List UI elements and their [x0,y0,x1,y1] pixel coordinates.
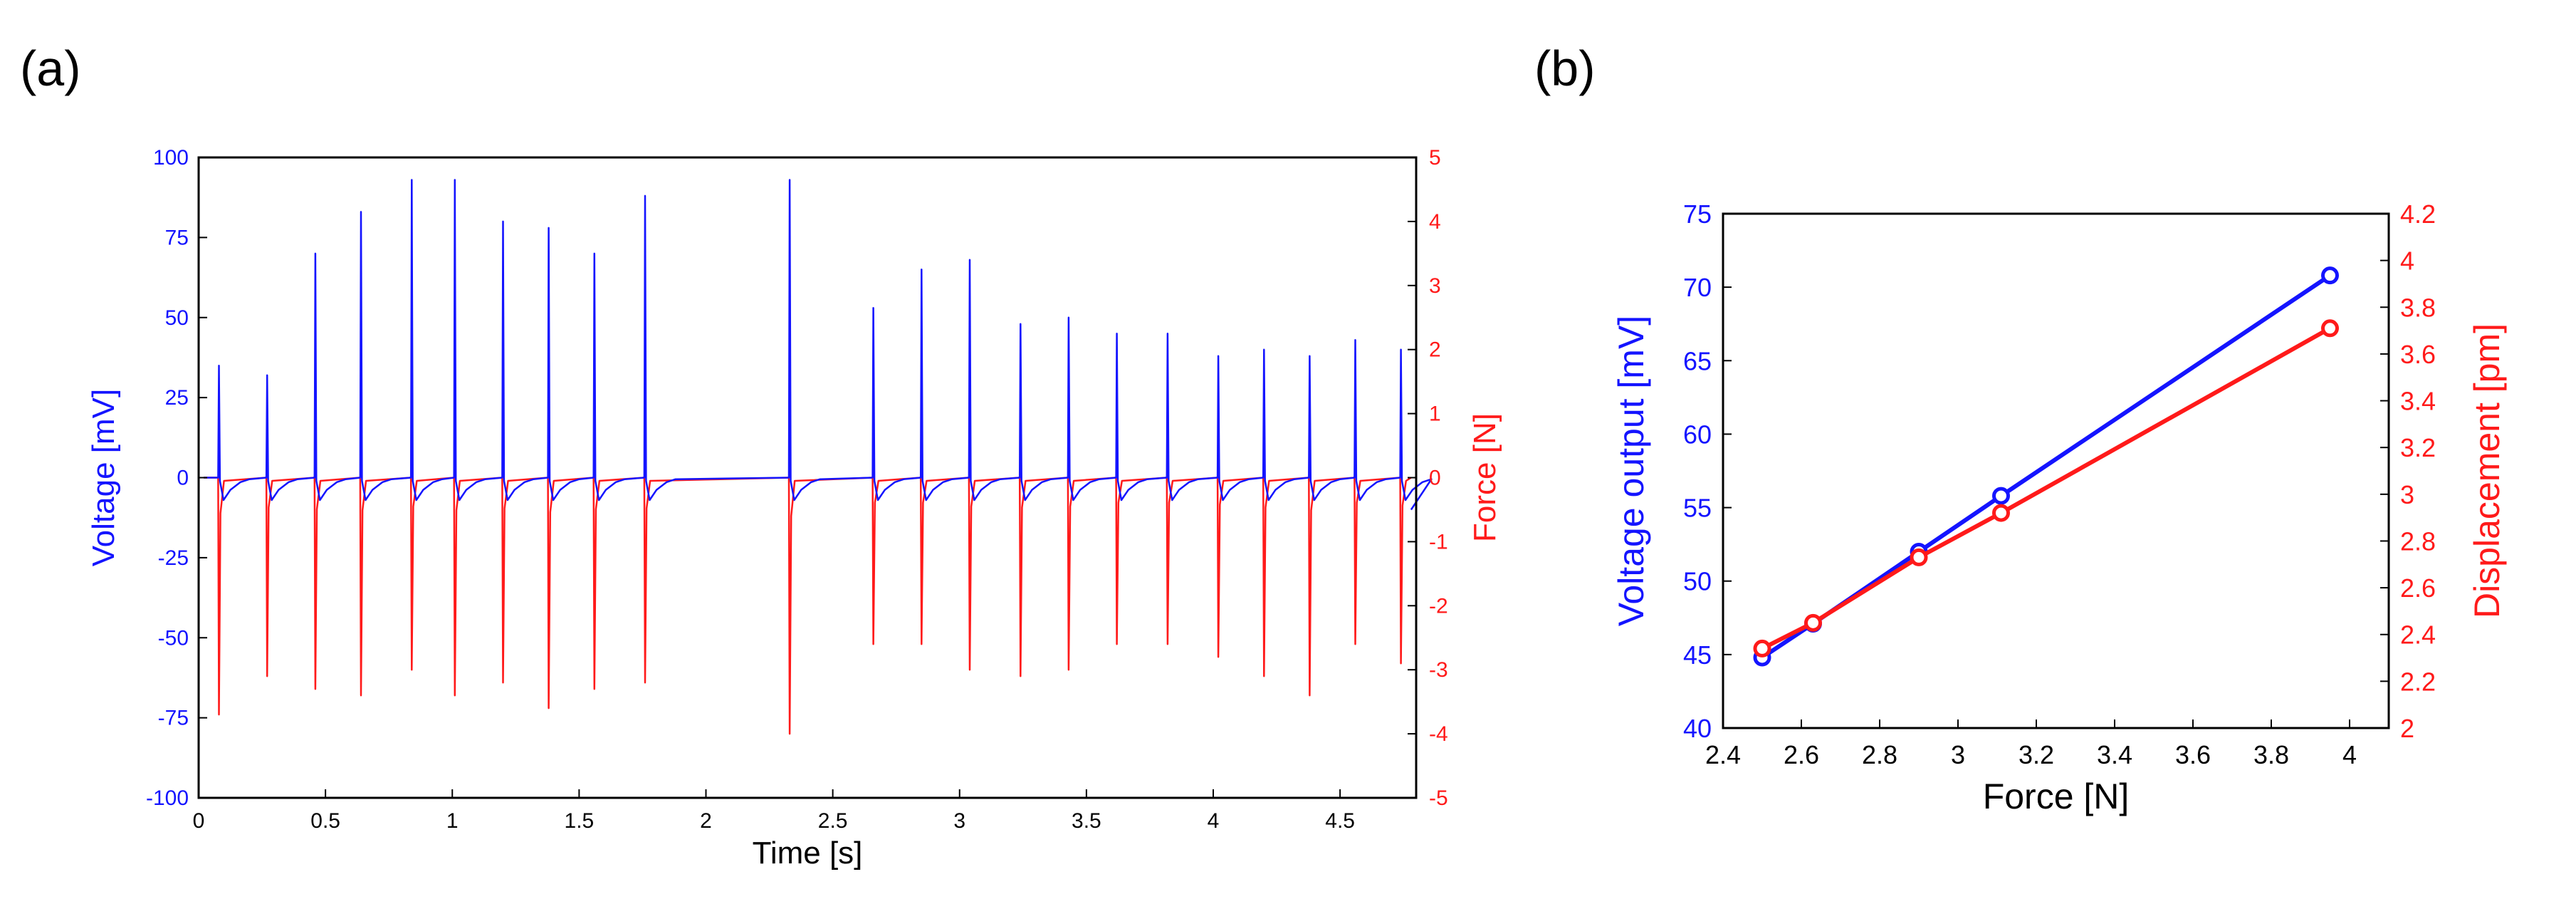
chart-b-point-displacement [1804,613,1822,632]
chart-b-point-voltage [1992,487,2010,505]
chart-b-x-tick-label: 2.6 [1784,740,1819,769]
chart-b-left-tick-label: 70 [1683,273,1712,302]
chart-a-x-tick-label: 1 [446,809,459,833]
chart-a-x-tick-label: 2 [700,809,712,833]
panel-b-label: (b) [1534,41,1596,96]
chart-b-left-tick-label: 55 [1683,494,1712,523]
chart-b-right-tick-label: 3.2 [2400,433,2436,462]
chart-b-point-displacement [2321,319,2339,338]
chart-a-x-tick-label: 4.5 [1325,809,1355,833]
chart-b-x-tick-label: 2.4 [1705,740,1741,769]
chart-b-left-tick-label: 40 [1683,714,1712,743]
chart-a-right-tick-label: -4 [1429,722,1448,746]
chart-a-right-axis: 5 4 3 2 1 0 -1 -2 -3 -4 -5 [1408,146,1448,810]
chart-a-right-tick-label: 5 [1429,146,1441,170]
chart-b-left-tick-label: 65 [1683,346,1712,375]
chart-a-x-tick-label: 2.5 [818,809,848,833]
chart-a-left-tick-label: -50 [158,626,189,650]
chart-b-right-tick-label: 2.8 [2400,526,2436,556]
chart-b-right-axis-label: Displacement [pm] [2467,323,2507,618]
chart-a-right-tick-label: -2 [1429,594,1448,618]
chart-a-x-tick-label: 3.5 [1072,809,1101,833]
chart-a-left-tick-label: 50 [165,306,189,330]
chart-a-left-axis: 100 75 50 25 0 -25 -50 -75 -100 [146,146,207,810]
chart-a-force-line [204,477,1412,735]
chart-a-left-tick-label: -100 [146,786,189,810]
chart-a-left-tick-label: 100 [153,146,189,170]
chart-b-x-axis-label: Force [N] [1983,776,2130,816]
chart-a-left-tick-label: -25 [158,546,189,570]
chart-b-right-tick-label: 2.6 [2400,573,2436,603]
chart-b-x-tick-label: 2.8 [1862,740,1897,769]
chart-a-left-axis-label: Voltage [mV] [86,389,121,566]
chart-b-right-tick-label: 2.2 [2400,667,2436,696]
chart-b-point-voltage [2321,266,2339,285]
chart-b-point-displacement [1910,548,1928,566]
chart-a-force-series [204,477,1412,735]
chart-b-right-tick-label: 4 [2400,246,2414,276]
chart-b-right-tick-label: 3.6 [2400,340,2436,369]
chart-a-right-tick-label: 4 [1429,210,1441,234]
chart-b-left-axis-label: Voltage output [mV] [1611,316,1651,626]
chart-a-left-tick-label: -75 [158,707,189,730]
chart-b-right-tick-label: 3.8 [2400,293,2436,322]
chart-b-x-tick-label: 4 [2342,740,2357,769]
chart-a-right-tick-label: -1 [1429,530,1448,554]
chart-a-plot-frame [197,156,1418,799]
chart-b-voltage-displacement-vs-force: 2.4 2.6 2.8 3 3.2 3.4 3.6 3.8 4 75 70 65 60 55 50 45 40… [1611,199,2507,816]
chart-a-right-tick-label: 1 [1429,402,1441,426]
chart-a-right-tick-label: -3 [1429,658,1448,682]
chart-a-right-axis-label: Force [N] [1467,413,1502,542]
chart-a-x-axis: 0 0.5 1 1.5 2 2.5 3 3.5 4 4.5 [193,789,1355,833]
chart-b-x-axis: 2.4 2.6 2.8 3 3.2 3.4 3.6 3.8 4 [1705,719,2357,769]
chart-b-point-displacement [1992,504,2010,522]
chart-a-voltage-force-vs-time: 0 0.5 1 1.5 2 2.5 3 3.5 4 4.5 1007550250-25-50-75… [86,146,1502,871]
chart-b-x-tick-label: 3.8 [2253,740,2289,769]
chart-a-x-tick-label: 0 [193,809,205,833]
chart-b-x-tick-label: 3.4 [2097,740,2132,769]
chart-b-point-displacement [1753,639,1771,658]
chart-a-x-tick-label: 4 [1208,809,1220,833]
chart-a-right-tick-label: 2 [1429,338,1441,362]
chart-b-x-tick-label: 3.6 [2175,740,2211,769]
chart-b-x-tick-label: 3.2 [2019,740,2054,769]
chart-a-x-tick-label: 0.5 [310,809,340,833]
chart-a-x-axis-label: Time [s] [753,836,863,871]
chart-b-left-axis: 75 70 65 60 55 50 45 40 [1683,199,1732,743]
chart-b-right-axis: 4.2 4 3.8 3.6 3.4 3.2 3 2.8 2.6 2.4 2.2 2 [2380,199,2436,743]
chart-b-x-tick-label: 3 [1951,740,1965,769]
chart-a-x-tick-label: 1.5 [565,809,595,833]
panel-a-label: (a) [20,41,81,96]
chart-b-left-tick-label: 75 [1683,199,1712,229]
chart-b-left-tick-label: 45 [1683,640,1712,670]
chart-b-displacement-series [1753,319,2339,658]
chart-a-right-tick-label: 0 [1429,467,1441,490]
chart-b-series-line-displacement [1761,326,2331,651]
chart-a-left-tick-label: 25 [165,386,189,410]
chart-b-right-tick-label: 2.4 [2400,620,2436,650]
chart-b-right-tick-label: 2 [2400,714,2414,743]
chart-a-voltage-series [204,179,1433,511]
chart-a-right-tick-label: 3 [1429,274,1441,298]
chart-a-voltage-line [204,179,1433,511]
chart-b-left-tick-label: 50 [1683,567,1712,596]
chart-a-left-tick-label: 0 [177,467,189,490]
chart-a-left-tick-label: 75 [165,226,189,249]
chart-b-right-tick-label: 3 [2400,480,2414,509]
chart-b-right-tick-label: 3.4 [2400,387,2436,416]
chart-b-plot-frame [1722,212,2390,729]
chart-a-x-tick-label: 3 [953,809,965,833]
chart-a-right-tick-label: -5 [1429,786,1448,810]
chart-b-left-tick-label: 60 [1683,420,1712,449]
chart-b-right-tick-label: 4.2 [2400,199,2436,229]
